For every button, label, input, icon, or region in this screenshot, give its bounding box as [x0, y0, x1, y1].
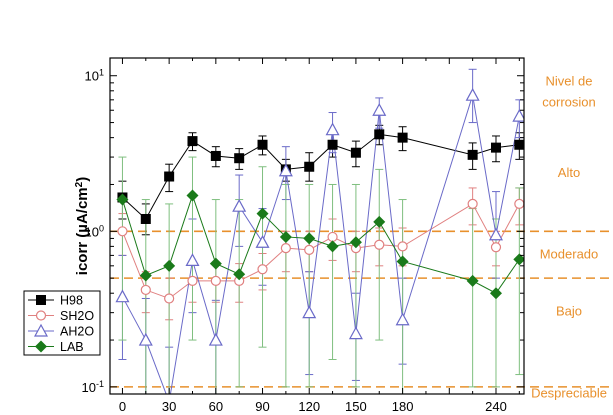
zone-label: Bajo — [556, 303, 582, 318]
plot-frame — [109, 57, 525, 395]
data-point-SH2O — [490, 242, 502, 253]
data-point-LAB — [303, 232, 316, 245]
data-point-SH2O — [467, 198, 478, 210]
data-point-H98 — [350, 147, 361, 158]
zone-label: Alto — [558, 165, 580, 180]
data-point-SH2O — [280, 242, 291, 254]
data-point-LAB — [513, 253, 524, 266]
data-point-LAB — [396, 255, 409, 268]
zone-label: corrosion — [542, 94, 595, 109]
zone-labels: Nivel de corrosion Alto Moderado Bajo Desprec… — [531, 73, 607, 400]
data-point-AH2O — [255, 235, 270, 248]
legend-marker-LAB — [35, 340, 47, 353]
data-point-H98 — [187, 136, 198, 147]
series-markers — [115, 87, 524, 346]
data-point-AH2O — [138, 332, 153, 346]
legend-marker-SH2O — [35, 310, 47, 321]
data-point-LAB — [466, 274, 479, 287]
data-point-LAB — [116, 193, 129, 206]
error-bars — [118, 68, 524, 394]
data-point-AH2O — [348, 326, 363, 340]
threshold-lines — [110, 230, 612, 388]
axes: 0 30 60 90 120 150 180 240 10-1 100 101 — [82, 58, 524, 414]
data-point-LAB — [233, 268, 246, 281]
series-lines — [121, 95, 520, 394]
data-point-AH2O — [208, 332, 223, 346]
data-point-SH2O — [140, 284, 151, 296]
y-axis-label: icorr (µA/cm2) — [74, 177, 92, 275]
data-point-AH2O — [232, 198, 247, 212]
data-point-LAB — [279, 230, 292, 243]
x-tick-label: 150 — [345, 399, 367, 414]
data-point-AH2O — [465, 87, 480, 101]
data-point-LAB — [256, 207, 269, 220]
data-point-H98 — [304, 161, 315, 172]
data-point-H98 — [327, 139, 338, 150]
data-point-H98 — [514, 139, 524, 150]
series-line-AH2O — [122, 95, 520, 394]
legend-label: H98 — [60, 294, 83, 308]
data-point-LAB — [209, 257, 222, 270]
data-point-SH2O — [374, 239, 385, 250]
x-tick-label: 240 — [485, 399, 507, 414]
data-point-LAB — [326, 240, 339, 253]
data-point-H98 — [164, 171, 175, 182]
data-point-AH2O — [372, 102, 387, 116]
data-point-SH2O — [210, 275, 221, 286]
data-point-H98 — [467, 149, 478, 160]
data-point-AH2O — [302, 305, 317, 319]
x-tick-label: 180 — [392, 399, 414, 414]
zone-label: Moderado — [540, 246, 599, 261]
zone-label: Despreciable — [531, 386, 607, 401]
data-point-AH2O — [325, 122, 340, 136]
legend-label: AH2O — [60, 325, 94, 339]
x-tick-label: 120 — [298, 399, 320, 414]
legend-label: SH2O — [60, 309, 94, 323]
series-line-LAB — [121, 193, 520, 294]
legend-marker-AH2O — [33, 323, 49, 337]
data-point-SH2O — [257, 264, 268, 275]
series-line-SH2O — [121, 203, 520, 300]
legend-label: LAB — [60, 340, 84, 354]
data-point-LAB — [163, 259, 176, 272]
y-tick-label: 100 — [85, 223, 104, 239]
legend-marker-H98 — [36, 295, 46, 305]
x-tick-label: 60 — [209, 399, 223, 414]
data-point-H98 — [257, 139, 268, 150]
series-line-H98 — [122, 133, 520, 220]
data-point-SH2O — [327, 231, 338, 243]
data-point-LAB — [373, 215, 386, 228]
zone-label: Nivel de — [546, 73, 593, 88]
data-point-LAB — [349, 236, 362, 249]
x-tick-label: 0 — [119, 399, 126, 414]
data-point-LAB — [489, 287, 502, 300]
data-point-SH2O — [164, 293, 175, 304]
data-point-SH2O — [304, 244, 315, 255]
data-point-SH2O — [514, 198, 524, 210]
data-point-H98 — [490, 142, 501, 153]
x-tick-label: 30 — [162, 399, 176, 414]
data-point-AH2O — [395, 312, 410, 326]
data-point-AH2O — [185, 253, 200, 267]
data-point-H98 — [234, 153, 245, 164]
data-point-SH2O — [187, 275, 198, 286]
y-tick-label: 10-1 — [82, 379, 104, 395]
data-point-H98 — [397, 132, 408, 143]
y-tick-label: 101 — [85, 68, 104, 84]
x-tick-label: 90 — [255, 399, 269, 414]
data-point-H98 — [374, 129, 385, 140]
data-point-AH2O — [115, 289, 130, 303]
data-point-LAB — [139, 269, 152, 282]
data-point-AH2O — [278, 163, 293, 177]
data-point-AH2O — [512, 108, 524, 122]
data-point-LAB — [186, 189, 199, 202]
data-point-AH2O — [488, 227, 503, 241]
data-point-SH2O — [117, 226, 128, 237]
data-point-SH2O — [397, 241, 408, 252]
data-point-H98 — [140, 213, 151, 224]
data-point-H98 — [210, 150, 221, 161]
